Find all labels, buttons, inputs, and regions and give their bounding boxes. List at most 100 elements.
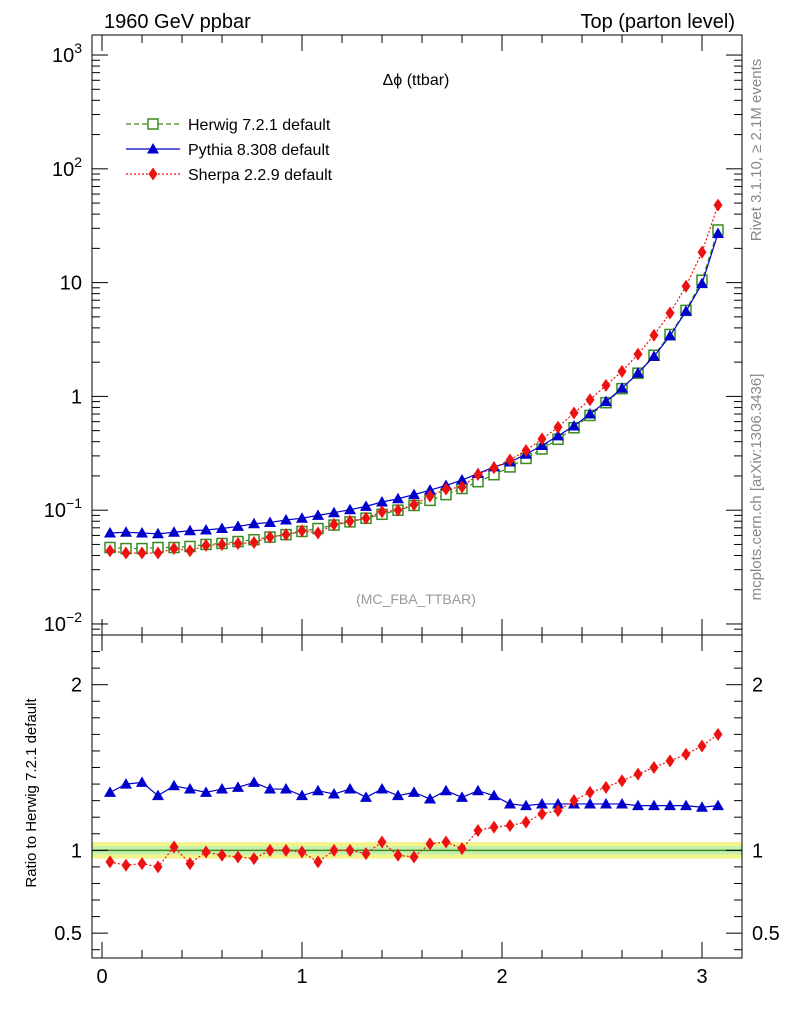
data-point bbox=[681, 747, 691, 761]
series-main-2 bbox=[105, 198, 723, 560]
legend-item: Herwig 7.2.1 default bbox=[126, 117, 331, 134]
data-point bbox=[184, 524, 196, 536]
ratio-series-group bbox=[104, 727, 724, 874]
data-point bbox=[329, 843, 339, 857]
data-point bbox=[313, 855, 323, 869]
data-point bbox=[280, 513, 292, 525]
y-tick-label: 2 bbox=[71, 675, 82, 697]
data-point bbox=[200, 523, 212, 535]
data-point bbox=[249, 852, 259, 866]
data-point bbox=[552, 797, 564, 809]
data-point bbox=[441, 835, 451, 849]
data-point bbox=[104, 527, 116, 538]
data-point bbox=[633, 347, 643, 361]
y-tick-label: 0.5 bbox=[54, 923, 82, 945]
data-point bbox=[153, 546, 163, 560]
data-point bbox=[616, 382, 628, 393]
main-plot: 10−2 10−1 1 10 102 103 Δϕ (ttbar) (MC_FBA_TTB… bbox=[44, 34, 743, 636]
x-tick-label: 0 bbox=[96, 966, 107, 988]
data-point bbox=[536, 797, 548, 809]
data-point bbox=[297, 845, 307, 859]
data-point bbox=[312, 784, 324, 796]
data-point bbox=[265, 843, 275, 857]
data-point bbox=[313, 526, 323, 540]
main-title: Δϕ (ttbar) bbox=[383, 72, 450, 89]
data-point bbox=[424, 792, 436, 804]
data-point bbox=[120, 778, 132, 789]
main-annotation: (MC_FBA_TTBAR) bbox=[356, 591, 476, 607]
data-point bbox=[345, 514, 355, 528]
data-point bbox=[584, 797, 596, 809]
legend: Herwig 7.2.1 default Pythia 8.308 default… bbox=[126, 117, 333, 184]
y-tick-label-right: 1 bbox=[752, 840, 763, 862]
data-point bbox=[377, 835, 387, 849]
data-point bbox=[296, 789, 308, 801]
data-point bbox=[248, 776, 260, 787]
data-point bbox=[696, 277, 708, 289]
data-point bbox=[233, 536, 243, 550]
data-point bbox=[168, 526, 180, 537]
data-point bbox=[136, 527, 148, 538]
legend-label: Herwig 7.2.1 default bbox=[188, 117, 331, 134]
data-point bbox=[137, 546, 147, 560]
series-line bbox=[109, 733, 719, 868]
ratio-y-label: Ratio to Herwig 7.2.1 default bbox=[23, 698, 40, 888]
data-point bbox=[280, 783, 292, 794]
data-point bbox=[585, 785, 595, 799]
data-point bbox=[712, 227, 724, 239]
data-point bbox=[553, 804, 563, 818]
y-tick-label: 1 bbox=[71, 840, 82, 862]
data-point bbox=[488, 789, 500, 801]
data-point bbox=[633, 767, 643, 781]
series-ratio-0 bbox=[104, 776, 724, 812]
data-point bbox=[713, 198, 723, 212]
data-point bbox=[217, 848, 227, 862]
data-point bbox=[232, 520, 244, 531]
data-point bbox=[713, 727, 723, 741]
data-point bbox=[248, 517, 260, 529]
data-point bbox=[169, 840, 179, 854]
y-tick-label: 10−2 bbox=[44, 609, 82, 636]
header-right: Top (parton level) bbox=[580, 11, 735, 33]
data-point bbox=[409, 498, 419, 512]
data-point bbox=[345, 843, 355, 857]
data-point bbox=[568, 419, 580, 431]
data-point bbox=[264, 516, 276, 527]
data-point bbox=[648, 799, 660, 811]
data-point bbox=[553, 420, 563, 434]
data-point bbox=[393, 848, 403, 862]
data-point bbox=[249, 536, 259, 550]
data-point bbox=[392, 789, 404, 801]
data-point bbox=[537, 432, 547, 446]
x-tick-label: 3 bbox=[696, 966, 707, 988]
data-point bbox=[185, 544, 195, 558]
rivet-label: Rivet 3.1.10, ≥ 2.1M events bbox=[748, 59, 765, 242]
data-point bbox=[185, 857, 195, 871]
data-point bbox=[473, 467, 483, 481]
data-point bbox=[281, 843, 291, 857]
data-point bbox=[120, 526, 132, 537]
legend-item: Pythia 8.308 default bbox=[126, 142, 330, 159]
data-point bbox=[648, 350, 660, 361]
data-point bbox=[712, 799, 724, 811]
data-point bbox=[521, 443, 531, 457]
data-point bbox=[329, 517, 339, 531]
data-point bbox=[505, 453, 515, 467]
y-tick-label: 1 bbox=[71, 386, 82, 408]
data-point bbox=[216, 783, 228, 794]
data-point bbox=[505, 818, 515, 832]
data-point bbox=[121, 546, 131, 560]
data-point bbox=[681, 279, 691, 293]
data-point bbox=[697, 245, 707, 259]
y-tick-label: 10−1 bbox=[44, 495, 82, 522]
data-point bbox=[696, 801, 708, 812]
y-tick-label: 10 bbox=[60, 273, 82, 295]
y-tick-label-right: 2 bbox=[752, 675, 763, 697]
data-point bbox=[169, 542, 179, 556]
data-point bbox=[200, 786, 212, 797]
data-point bbox=[552, 429, 564, 441]
legend-marker bbox=[147, 143, 159, 154]
data-point bbox=[632, 799, 644, 811]
data-point bbox=[328, 788, 340, 799]
